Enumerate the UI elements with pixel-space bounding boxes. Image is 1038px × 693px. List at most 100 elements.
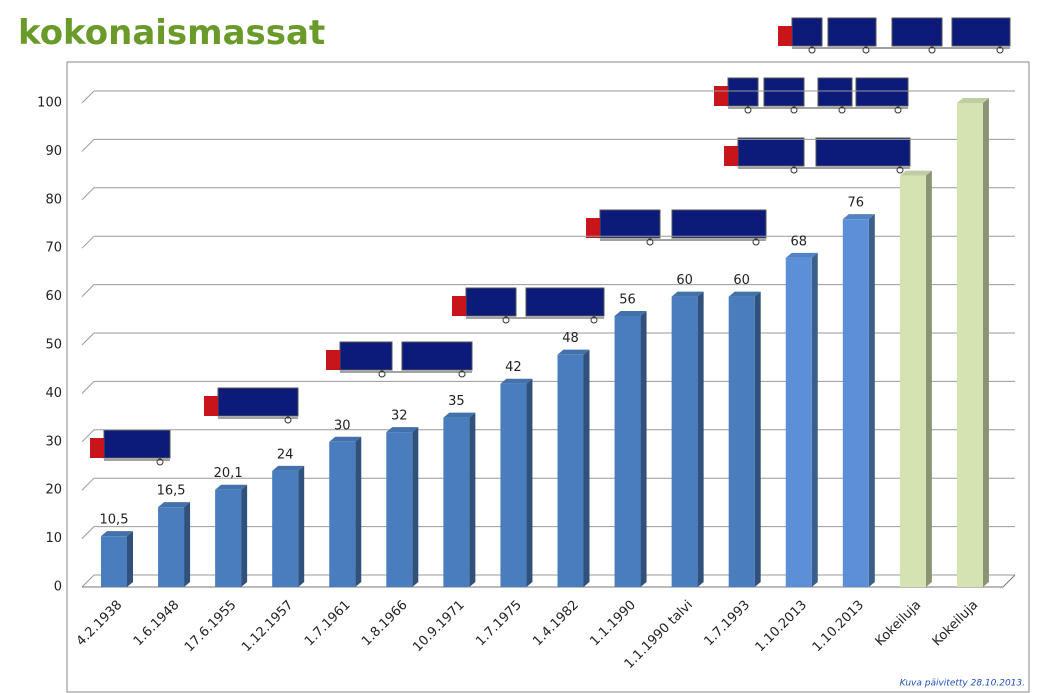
trailer — [465, 287, 517, 317]
trailer — [727, 77, 759, 107]
trailer — [951, 17, 1011, 47]
x-tick-label: 1.10.2013 — [810, 598, 867, 655]
bar — [386, 427, 419, 587]
wheel — [744, 106, 752, 114]
wheel — [502, 316, 510, 324]
bar-side — [868, 214, 875, 587]
value-label: 10,5 — [100, 513, 129, 528]
bar-top — [215, 484, 248, 490]
grid-line — [81, 429, 1015, 443]
y-tick-label: 50 — [45, 338, 62, 353]
wheel — [156, 458, 164, 466]
bar-side — [526, 378, 533, 587]
trailer — [791, 17, 823, 47]
x-tick-label: 1.1.1990 — [587, 598, 639, 650]
bar-top — [614, 310, 647, 316]
bar-front — [500, 383, 527, 587]
y-tick-label: 0 — [54, 580, 62, 595]
x-tick-label: Kokeiluja — [873, 598, 925, 650]
wheel — [284, 416, 292, 424]
grid-line — [81, 477, 1015, 491]
trailer — [855, 77, 909, 107]
bar — [329, 436, 362, 587]
y-tick-label: 60 — [45, 289, 62, 304]
x-tick-label: 1.7.1961 — [302, 598, 354, 650]
wheel — [838, 106, 846, 114]
grid-line — [81, 284, 1015, 297]
value-label: 68 — [790, 234, 807, 249]
trailer — [891, 17, 943, 47]
value-label: 60 — [733, 273, 750, 288]
trailer — [525, 287, 605, 317]
wheel — [896, 166, 904, 174]
wheel — [458, 370, 466, 378]
bar-front — [671, 296, 698, 587]
wheel — [752, 238, 760, 246]
value-label: 32 — [391, 409, 408, 424]
bar-side — [583, 349, 590, 587]
wheel — [808, 46, 816, 54]
y-tick-label: 20 — [45, 483, 62, 498]
bar-front — [956, 103, 983, 587]
x-tick-label: Kokeiluja — [930, 598, 982, 650]
wheel — [790, 106, 798, 114]
plot-frame — [66, 61, 1030, 693]
value-label: 76 — [848, 196, 865, 211]
grid-line — [81, 332, 1015, 346]
value-label: 56 — [619, 292, 636, 307]
bar-side — [355, 436, 362, 587]
y-tick-label: 90 — [45, 144, 62, 159]
cab — [714, 86, 728, 106]
bar — [101, 531, 133, 587]
cab — [326, 350, 340, 370]
x-tick-label: 1.6.1948 — [131, 598, 183, 650]
y-tick-label: 80 — [45, 192, 62, 207]
trailer — [401, 341, 473, 371]
grid-line — [81, 380, 1015, 394]
bar-front — [899, 175, 926, 587]
chart-title: kokonaismassat — [18, 13, 325, 53]
x-tick-label: 17.6.1955 — [182, 598, 239, 655]
truck-icons — [90, 17, 1011, 466]
bar-front — [215, 489, 242, 587]
bar-top — [386, 427, 419, 433]
bar-front — [101, 536, 127, 587]
y-tick-label: 40 — [45, 386, 62, 401]
bar-front — [443, 417, 470, 587]
bar-top — [671, 291, 704, 297]
value-label: 42 — [505, 360, 522, 375]
value-label: 60 — [676, 273, 693, 288]
bar-side — [982, 98, 989, 587]
bar-side — [811, 252, 818, 587]
bar-side — [469, 412, 476, 587]
bar-top — [101, 531, 133, 537]
y-tick-label: 30 — [45, 434, 62, 449]
value-label: 35 — [448, 394, 465, 409]
x-tick-label: 1.12.1957 — [239, 598, 296, 655]
bar — [956, 98, 989, 587]
cab — [778, 26, 792, 46]
bar-front — [557, 354, 584, 587]
trailer — [217, 387, 299, 417]
bar-side — [298, 465, 305, 587]
note: Kuva päivitetty 28.10.2013. — [900, 679, 1025, 689]
bar — [728, 291, 761, 587]
bar-top — [329, 436, 362, 442]
bar-front — [329, 441, 356, 587]
bar-side — [184, 502, 191, 587]
trailer — [103, 429, 171, 459]
bar — [443, 412, 476, 587]
wheel — [646, 238, 654, 246]
bar-top — [785, 252, 818, 258]
grid-line — [81, 187, 1015, 201]
bar-top — [728, 291, 761, 297]
cab — [204, 396, 218, 416]
bar-front — [386, 432, 413, 587]
y-tick-label: 70 — [45, 241, 62, 256]
bar-side — [925, 170, 932, 587]
bar-top — [500, 378, 533, 384]
y-tick-label: 10 — [45, 531, 62, 546]
x-tick-label: 1.7.1993 — [701, 598, 753, 650]
bar — [158, 502, 191, 587]
